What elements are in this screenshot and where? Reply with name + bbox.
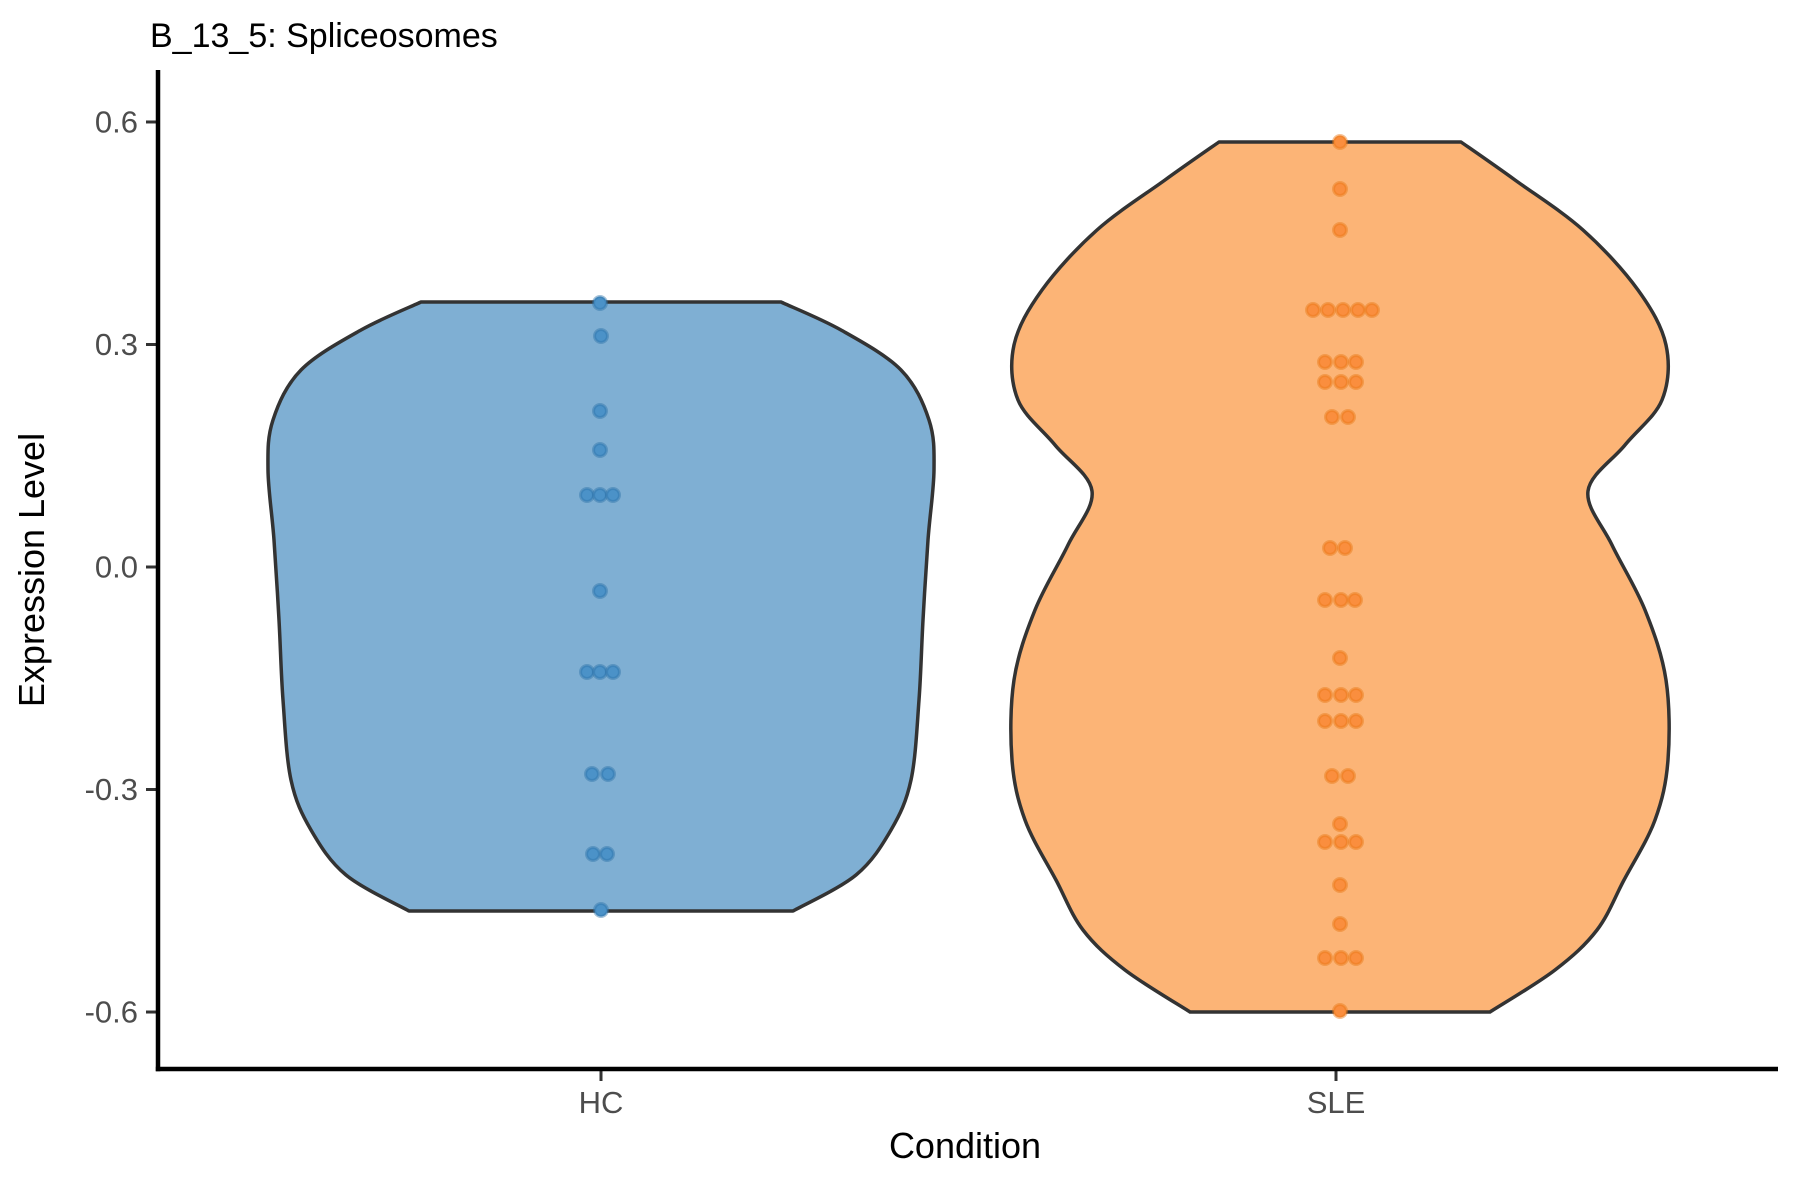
data-point-sle	[1332, 1003, 1348, 1019]
data-point-hc	[592, 487, 608, 503]
data-point-sle	[1332, 650, 1348, 666]
data-point-hc	[592, 295, 608, 311]
violin-hc	[266, 300, 936, 913]
data-point-hc	[592, 403, 608, 419]
data-point-sle	[1317, 687, 1333, 703]
data-point-sle	[1333, 374, 1349, 390]
data-point-sle	[1317, 950, 1333, 966]
data-point-sle	[1333, 354, 1349, 370]
data-point-sle	[1317, 354, 1333, 370]
data-point-hc	[599, 846, 615, 862]
violin-sle	[1009, 140, 1671, 1014]
data-point-sle	[1332, 916, 1348, 932]
chart-title: B_13_5: Spliceosomes	[150, 17, 498, 55]
data-point-sle	[1348, 713, 1364, 729]
data-point-hc	[592, 442, 608, 458]
y-tick-label: -0.3	[85, 772, 138, 807]
data-point-sle	[1348, 687, 1364, 703]
data-point-sle	[1364, 302, 1380, 318]
data-point-sle	[1317, 592, 1333, 608]
y-axis-title: Expression Level	[11, 433, 52, 707]
data-point-hc	[579, 487, 595, 503]
y-tick-label: 0.0	[95, 550, 138, 585]
data-point-sle	[1333, 834, 1349, 850]
data-point-hc	[585, 846, 601, 862]
x-tick-label: SLE	[1307, 1085, 1366, 1120]
data-point-sle	[1335, 302, 1351, 318]
data-point-hc	[579, 664, 595, 680]
data-point-sle	[1322, 540, 1338, 556]
data-point-sle	[1347, 592, 1363, 608]
data-point-sle	[1317, 713, 1333, 729]
data-point-hc	[593, 902, 609, 918]
data-point-sle	[1317, 834, 1333, 850]
data-point-hc	[592, 664, 608, 680]
data-point-sle	[1348, 834, 1364, 850]
data-point-sle	[1305, 302, 1321, 318]
data-point-sle	[1333, 687, 1349, 703]
data-point-sle	[1332, 134, 1348, 150]
data-point-sle	[1333, 950, 1349, 966]
data-point-sle	[1348, 950, 1364, 966]
data-point-hc	[592, 583, 608, 599]
data-point-sle	[1340, 409, 1356, 425]
data-point-sle	[1348, 374, 1364, 390]
data-point-hc	[605, 664, 621, 680]
data-point-sle	[1340, 768, 1356, 784]
y-tick-label: 0.6	[95, 104, 138, 139]
data-point-sle	[1332, 222, 1348, 238]
data-point-hc	[600, 766, 616, 782]
y-tick-label: 0.3	[95, 327, 138, 362]
data-point-sle	[1332, 877, 1348, 893]
data-point-sle	[1332, 816, 1348, 832]
data-point-sle	[1333, 713, 1349, 729]
x-tick-label: HC	[579, 1085, 624, 1120]
x-axis-title: Condition	[889, 1125, 1041, 1166]
data-point-sle	[1333, 592, 1349, 608]
data-point-hc	[593, 328, 609, 344]
data-point-sle	[1317, 374, 1333, 390]
data-point-sle	[1320, 302, 1336, 318]
data-point-hc	[605, 487, 621, 503]
data-point-sle	[1348, 354, 1364, 370]
data-point-sle	[1324, 768, 1340, 784]
data-point-sle	[1324, 409, 1340, 425]
violins-layer	[266, 134, 1671, 1019]
data-point-sle	[1337, 540, 1353, 556]
data-point-sle	[1350, 302, 1366, 318]
data-point-hc	[584, 766, 600, 782]
y-tick-label: -0.6	[85, 995, 138, 1030]
data-point-sle	[1332, 181, 1348, 197]
